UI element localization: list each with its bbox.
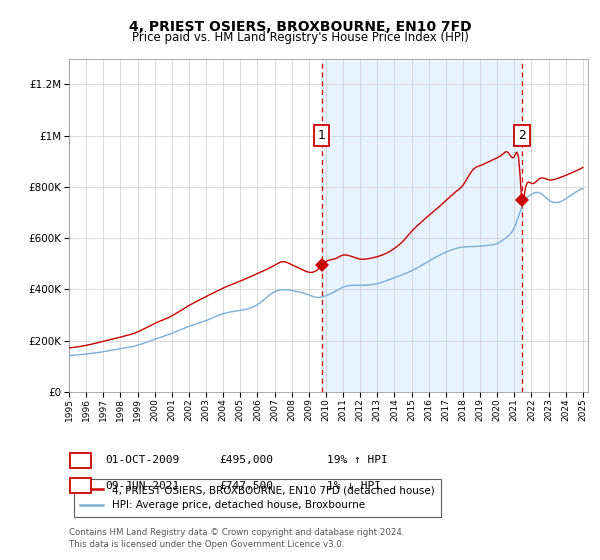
Text: Contains HM Land Registry data © Crown copyright and database right 2024.
This d: Contains HM Land Registry data © Crown c… xyxy=(69,528,404,549)
Text: £495,000: £495,000 xyxy=(219,455,273,465)
Legend: 4, PRIEST OSIERS, BROXBOURNE, EN10 7FD (detached house), HPI: Average price, det: 4, PRIEST OSIERS, BROXBOURNE, EN10 7FD (… xyxy=(74,479,441,516)
Text: 19% ↑ HPI: 19% ↑ HPI xyxy=(327,455,388,465)
FancyBboxPatch shape xyxy=(70,478,91,493)
Text: 1% ↓ HPI: 1% ↓ HPI xyxy=(327,480,381,491)
Text: 1: 1 xyxy=(76,454,85,467)
Text: Price paid vs. HM Land Registry's House Price Index (HPI): Price paid vs. HM Land Registry's House … xyxy=(131,31,469,44)
Text: 01-OCT-2009: 01-OCT-2009 xyxy=(105,455,179,465)
Text: 4, PRIEST OSIERS, BROXBOURNE, EN10 7FD: 4, PRIEST OSIERS, BROXBOURNE, EN10 7FD xyxy=(128,20,472,34)
Text: 2: 2 xyxy=(76,479,85,492)
Text: 2: 2 xyxy=(518,129,526,142)
Text: 1: 1 xyxy=(318,129,326,142)
Text: 09-JUN-2021: 09-JUN-2021 xyxy=(105,480,179,491)
Bar xyxy=(322,59,522,392)
Text: £747,500: £747,500 xyxy=(219,480,273,491)
FancyBboxPatch shape xyxy=(70,452,91,468)
